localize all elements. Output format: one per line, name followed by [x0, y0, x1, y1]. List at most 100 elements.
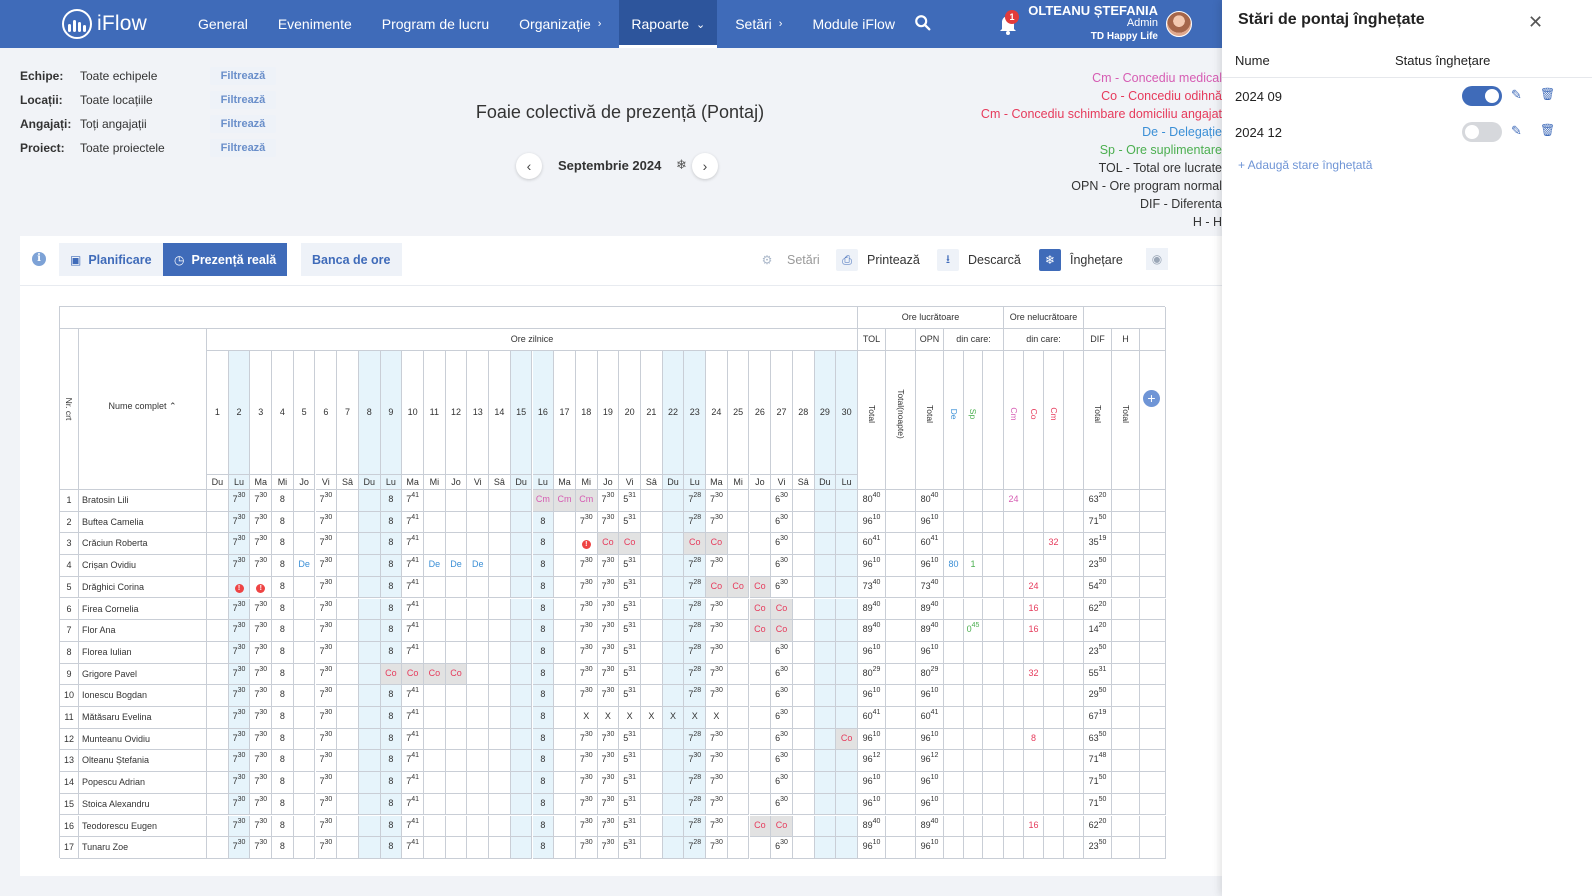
- day-cell[interactable]: 730: [228, 837, 251, 859]
- nav-item-2[interactable]: Program de lucru: [370, 0, 501, 48]
- day-cell[interactable]: 730: [228, 728, 251, 751]
- day-cell[interactable]: 8: [272, 598, 294, 621]
- day-cell[interactable]: [293, 663, 316, 686]
- day-cell[interactable]: [358, 555, 381, 577]
- day-cell[interactable]: [467, 533, 490, 556]
- day-cell[interactable]: [641, 598, 663, 621]
- day-cell[interactable]: 8: [532, 641, 555, 664]
- day-cell[interactable]: [337, 707, 359, 729]
- user-menu[interactable]: OLTEANU ȘTEFANIA Admin TD Happy Life: [1028, 4, 1158, 43]
- day-cell[interactable]: Co: [619, 533, 641, 556]
- day-cell[interactable]: [814, 815, 837, 838]
- day-cell[interactable]: 730: [706, 555, 728, 577]
- day-cell[interactable]: [489, 490, 511, 512]
- day-cell[interactable]: 730: [597, 815, 620, 838]
- day-cell[interactable]: 531: [619, 750, 641, 773]
- day-cell[interactable]: [836, 750, 858, 773]
- day-cell[interactable]: 8: [272, 707, 294, 729]
- day-cell[interactable]: [207, 685, 229, 707]
- day-cell[interactable]: 730: [228, 533, 251, 556]
- day-cell[interactable]: [489, 685, 511, 707]
- day-cell[interactable]: [792, 641, 815, 664]
- day-cell[interactable]: Cm: [532, 490, 555, 512]
- day-cell[interactable]: [510, 620, 533, 642]
- day-cell[interactable]: 531: [619, 511, 641, 534]
- day-cell[interactable]: [749, 750, 772, 773]
- day-cell[interactable]: 8: [380, 620, 403, 642]
- day-cell[interactable]: 730: [706, 620, 728, 642]
- day-cell[interactable]: 8: [272, 772, 294, 794]
- day-cell[interactable]: 8: [380, 707, 403, 729]
- day-cell[interactable]: [489, 728, 511, 751]
- day-cell[interactable]: [424, 511, 446, 534]
- day-cell[interactable]: [510, 685, 533, 707]
- print-button[interactable]: ⎙ Printează: [836, 248, 920, 272]
- day-cell[interactable]: 531: [619, 772, 641, 794]
- logo[interactable]: iFlow: [62, 8, 147, 40]
- day-cell[interactable]: [489, 511, 511, 534]
- prev-month-button[interactable]: ‹: [516, 153, 542, 179]
- day-cell[interactable]: 730: [706, 685, 728, 707]
- day-cell[interactable]: [814, 490, 837, 512]
- day-cell[interactable]: [445, 772, 468, 794]
- day-cell[interactable]: 730: [250, 815, 273, 838]
- day-cell[interactable]: 531: [619, 728, 641, 751]
- day-cell[interactable]: [554, 837, 576, 859]
- day-cell[interactable]: [467, 707, 490, 729]
- day-cell[interactable]: Cm: [554, 490, 576, 512]
- day-cell[interactable]: [358, 533, 381, 556]
- day-cell[interactable]: Co: [706, 576, 728, 599]
- day-cell[interactable]: 730: [315, 555, 338, 577]
- day-cell[interactable]: [358, 707, 381, 729]
- day-cell[interactable]: 8: [272, 728, 294, 751]
- day-cell[interactable]: [836, 533, 858, 556]
- day-cell[interactable]: 630: [771, 490, 793, 512]
- day-cell[interactable]: [489, 750, 511, 773]
- day-cell[interactable]: 728: [684, 511, 707, 534]
- day-cell[interactable]: [207, 707, 229, 729]
- day-cell[interactable]: 8: [272, 793, 294, 816]
- day-cell[interactable]: 728: [684, 620, 707, 642]
- day-cell[interactable]: [792, 707, 815, 729]
- day-cell[interactable]: [727, 728, 750, 751]
- day-cell[interactable]: 8: [532, 511, 555, 534]
- day-cell[interactable]: 730: [597, 772, 620, 794]
- day-cell[interactable]: 728: [684, 598, 707, 621]
- day-cell[interactable]: [293, 533, 316, 556]
- day-cell[interactable]: [445, 707, 468, 729]
- day-cell[interactable]: [814, 685, 837, 707]
- add-column-button[interactable]: +: [1143, 390, 1160, 407]
- day-cell[interactable]: 531: [619, 620, 641, 642]
- day-cell[interactable]: 8: [380, 490, 403, 512]
- day-cell[interactable]: Co: [727, 576, 750, 599]
- day-cell[interactable]: Co: [771, 620, 793, 642]
- day-cell[interactable]: 730: [706, 490, 728, 512]
- day-cell[interactable]: [662, 815, 685, 838]
- day-cell[interactable]: 741: [402, 490, 424, 512]
- day-cell[interactable]: [467, 772, 490, 794]
- day-cell[interactable]: 8: [532, 533, 555, 556]
- filter-button[interactable]: Filtrează: [210, 115, 276, 133]
- day-cell[interactable]: [836, 772, 858, 794]
- day-cell[interactable]: [207, 576, 229, 599]
- day-cell[interactable]: [467, 490, 490, 512]
- day-cell[interactable]: [662, 490, 685, 512]
- day-cell[interactable]: [510, 663, 533, 686]
- nav-item-0[interactable]: General: [186, 0, 260, 48]
- day-cell[interactable]: [814, 620, 837, 642]
- day-cell[interactable]: 730: [315, 598, 338, 621]
- day-cell[interactable]: [358, 685, 381, 707]
- download-button[interactable]: ⭳ Descarcă: [937, 248, 1021, 272]
- day-cell[interactable]: [662, 837, 685, 859]
- edit-icon[interactable]: ✎: [1511, 87, 1522, 102]
- day-cell[interactable]: [424, 728, 446, 751]
- day-cell[interactable]: [792, 598, 815, 621]
- day-cell[interactable]: [510, 815, 533, 838]
- freeze-toggle[interactable]: [1462, 86, 1502, 106]
- day-cell[interactable]: 8: [272, 490, 294, 512]
- day-cell[interactable]: [727, 685, 750, 707]
- day-cell[interactable]: Co: [749, 815, 772, 838]
- day-cell[interactable]: [792, 837, 815, 859]
- day-cell[interactable]: [814, 707, 837, 729]
- day-cell[interactable]: [814, 576, 837, 599]
